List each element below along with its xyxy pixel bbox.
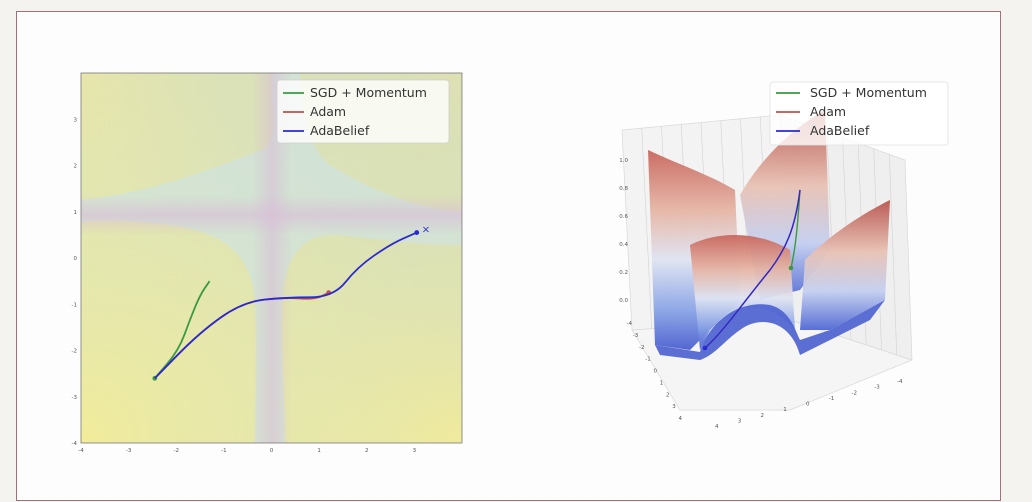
y-tick-label-3d: -3: [633, 333, 639, 339]
legend-3d-label-sgd: SGD + Momentum: [810, 85, 927, 100]
optimum-marker: ×: [422, 225, 430, 236]
x-tick-label: -3: [126, 448, 132, 454]
y-tick-label-3d: -4: [627, 321, 633, 327]
z-tick-label: 0.6: [619, 214, 628, 220]
legend-3d-label-adabelief: AdaBelief: [810, 123, 870, 138]
x-tick-label-3d: 1: [783, 407, 787, 413]
y-tick-label: 0: [74, 256, 78, 262]
y-tick-label: -1: [72, 302, 77, 308]
x-tick-label: 2: [365, 448, 369, 454]
trajectory-adabelief: [154, 231, 418, 379]
z-tick-label: 0.2: [619, 270, 628, 276]
legend-label-sgd: SGD + Momentum: [310, 85, 427, 100]
x-tick-label-3d: -1: [829, 396, 834, 402]
z-tick-label: 0.8: [619, 186, 628, 192]
y-tick-label-3d: 4: [679, 416, 683, 422]
y-tick-label: 2: [74, 164, 78, 170]
trajectory-3d-sgd: [790, 189, 801, 269]
x-tick-label: 3: [413, 448, 417, 454]
x-tick-label: -1: [221, 448, 226, 454]
trajectory-sgd: [154, 280, 211, 379]
y-tick-label: -3: [72, 395, 78, 401]
y-tick-label: -4: [72, 441, 78, 447]
y-tick-label: 3: [74, 117, 78, 123]
legend-3d: SGD + Momentum Adam AdaBelief: [769, 81, 949, 146]
z-tick-label: 0.0: [619, 298, 628, 304]
x-tick-label-3d: 3: [738, 418, 742, 424]
trajectory-end-adabelief: [414, 230, 420, 235]
loss-surface: [648, 110, 890, 360]
x-tick-label: -4: [78, 448, 84, 454]
legend-label-adabelief: AdaBelief: [310, 123, 370, 138]
x-tick-label-3d: -4: [897, 379, 903, 385]
x-tick-label-3d: 2: [761, 413, 765, 419]
y-tick-label-3d: -2: [639, 345, 644, 351]
surface-3d-chart: 1.00.80.60.40.20.0-4-3-2-10123443210-1-2…: [619, 81, 949, 430]
legend-label-adam: Adam: [310, 104, 346, 119]
y-tick-label-3d: 3: [672, 404, 676, 410]
x-tick-label-3d: -2: [852, 390, 857, 396]
x-tick-label-3d: 0: [806, 402, 810, 408]
x-tick-label: 0: [270, 448, 274, 454]
y-tick-label-3d: -1: [645, 357, 650, 363]
legend: SGD + Momentum Adam AdaBelief: [276, 79, 450, 144]
y-tick-label-3d: 0: [654, 369, 658, 375]
x-tick-label: -2: [174, 448, 179, 454]
z-tick-label: 1.0: [619, 158, 628, 164]
x-tick-label-3d: -3: [874, 385, 880, 391]
trajectory-3d-adabelief: [704, 189, 801, 349]
y-tick-label-3d: 1: [660, 380, 664, 386]
y-tick-label: -2: [72, 349, 77, 355]
trajectory-3d-sgd-end: [788, 265, 794, 271]
trajectory-3d-start: [702, 345, 708, 351]
x-tick-label: 1: [317, 448, 321, 454]
y-tick-label: 1: [74, 210, 78, 216]
x-tick-label-3d: 4: [715, 424, 719, 430]
z-tick-label: 0.4: [619, 242, 628, 248]
legend-3d-label-adam: Adam: [810, 104, 846, 119]
y-tick-label-3d: 2: [666, 392, 670, 398]
